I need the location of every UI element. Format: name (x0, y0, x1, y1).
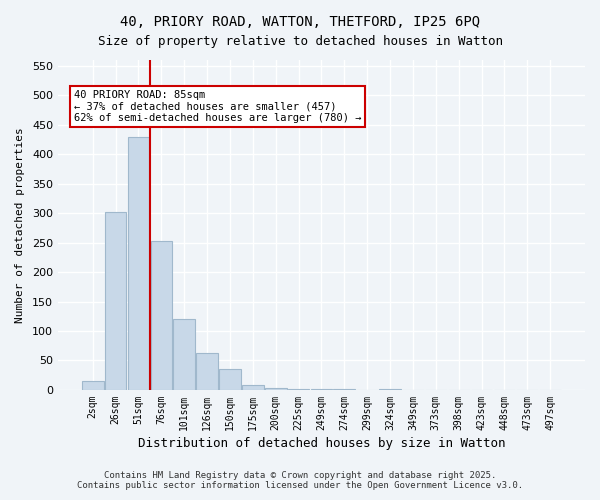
Text: 40 PRIORY ROAD: 85sqm
← 37% of detached houses are smaller (457)
62% of semi-det: 40 PRIORY ROAD: 85sqm ← 37% of detached … (74, 90, 361, 123)
Bar (173, 319, 195, 390)
Bar (128, 136, 149, 390)
Bar (196, 354, 218, 390)
Bar (265, 388, 287, 390)
Text: 40, PRIORY ROAD, WATTON, THETFORD, IP25 6PQ: 40, PRIORY ROAD, WATTON, THETFORD, IP25 … (120, 15, 480, 29)
Bar (288, 389, 310, 390)
Bar (82, 381, 104, 390)
Text: Contains HM Land Registry data © Crown copyright and database right 2025.
Contai: Contains HM Land Registry data © Crown c… (77, 470, 523, 490)
Bar (151, 242, 172, 390)
Bar (219, 370, 241, 390)
X-axis label: Distribution of detached houses by size in Watton: Distribution of detached houses by size … (138, 437, 505, 450)
Bar (242, 385, 264, 390)
Y-axis label: Number of detached properties: Number of detached properties (15, 127, 25, 323)
Bar (105, 212, 127, 390)
Text: Size of property relative to detached houses in Watton: Size of property relative to detached ho… (97, 35, 503, 48)
